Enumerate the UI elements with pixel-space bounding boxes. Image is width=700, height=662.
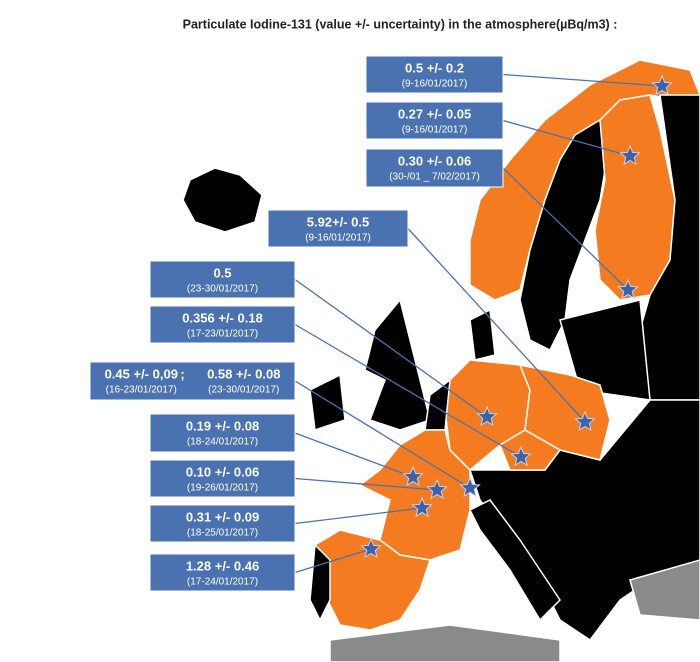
star bbox=[617, 278, 639, 300]
callout-separator: ; bbox=[180, 366, 184, 381]
callout-box bbox=[365, 55, 504, 94]
callout-date: (19-26/01/2017) bbox=[187, 483, 258, 494]
leader-line bbox=[294, 548, 372, 574]
star bbox=[510, 445, 532, 467]
star bbox=[402, 465, 424, 487]
callout-date: (16-23/01/2017) bbox=[106, 385, 177, 396]
star bbox=[651, 74, 673, 96]
star bbox=[574, 410, 596, 432]
callout-value: 5.92+/- 0.5 bbox=[307, 214, 370, 229]
callout-date: (9-16/01/2017) bbox=[305, 233, 371, 244]
leader-line bbox=[294, 323, 522, 458]
leader-line bbox=[502, 119, 631, 157]
callout-date: (23-30/01/2017) bbox=[208, 385, 279, 396]
leader-line bbox=[294, 278, 488, 418]
leader-line bbox=[502, 167, 629, 291]
leader-line bbox=[294, 432, 414, 478]
star bbox=[426, 478, 448, 500]
callout-date: (9-16/01/2017) bbox=[402, 79, 468, 90]
leader-line bbox=[294, 477, 438, 491]
callout-value: 0.58 +/- 0.08 bbox=[207, 366, 280, 381]
callout-box bbox=[149, 553, 296, 592]
landmass bbox=[182, 59, 700, 662]
callout-box bbox=[149, 260, 296, 299]
leader-line bbox=[502, 73, 663, 87]
callout-value: 0.27 +/- 0.05 bbox=[398, 106, 471, 121]
star bbox=[476, 405, 498, 427]
callout-value: 0.31 +/- 0.09 bbox=[186, 509, 259, 524]
star bbox=[459, 476, 481, 498]
star bbox=[619, 144, 641, 166]
callout-box bbox=[149, 504, 296, 543]
callout-box bbox=[365, 101, 504, 140]
star bbox=[411, 496, 433, 518]
callout-value: 0.19 +/- 0.08 bbox=[186, 418, 259, 433]
callout-box bbox=[365, 148, 504, 188]
leader-line bbox=[294, 380, 471, 489]
leader-line bbox=[407, 228, 586, 423]
title: Particulate Iodine-131 (value +/- uncert… bbox=[183, 17, 618, 31]
callout-value: 0.10 +/- 0.06 bbox=[186, 464, 259, 479]
callout-date: (17-23/01/2017) bbox=[187, 329, 258, 340]
callout-value: 0.5 bbox=[213, 265, 231, 280]
callout-value: 0.30 +/- 0.06 bbox=[398, 153, 471, 168]
callout-box bbox=[267, 209, 409, 248]
callout-value: 0.356 +/- 0.18 bbox=[182, 310, 263, 325]
callout-value: 0.45 +/- 0,09 bbox=[105, 366, 178, 381]
callout-date: (9-16/01/2017) bbox=[402, 125, 468, 136]
callout-date: (30-/01 _ 7/02/2017) bbox=[389, 172, 480, 183]
callout-box bbox=[89, 361, 296, 401]
callout-date: (18-25/01/2017) bbox=[187, 528, 258, 539]
star bbox=[360, 537, 382, 559]
callout-date: (23-30/01/2017) bbox=[187, 284, 258, 295]
callout-date: (18-24/01/2017) bbox=[187, 437, 258, 448]
callout-value: 1.28 +/- 0.46 bbox=[186, 558, 259, 573]
callout-box bbox=[149, 459, 296, 498]
callout-date: (17-24/01/2017) bbox=[187, 577, 258, 588]
callout-box bbox=[149, 413, 296, 453]
leader-line bbox=[294, 507, 423, 525]
callout-value: 0.5 +/- 0.2 bbox=[405, 60, 464, 75]
callout-box bbox=[149, 305, 296, 344]
